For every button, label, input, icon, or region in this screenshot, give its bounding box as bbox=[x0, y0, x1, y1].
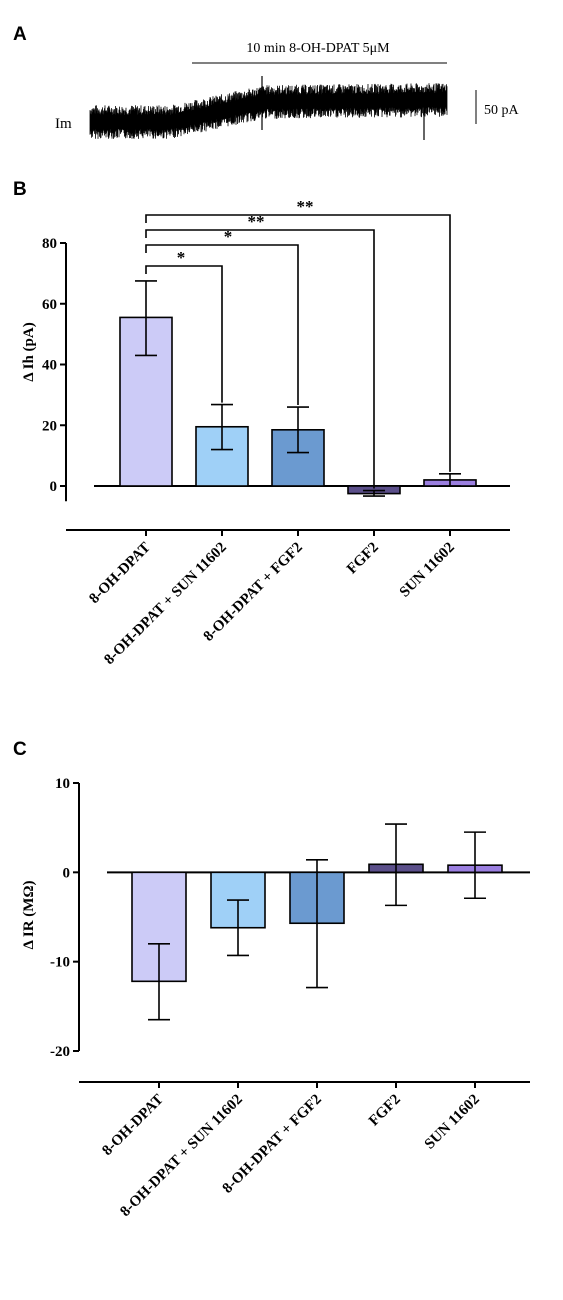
y-tick-label: 80 bbox=[42, 236, 57, 252]
category-label: FGF2 bbox=[366, 1092, 404, 1130]
significance-bracket bbox=[145, 265, 223, 403]
bar bbox=[195, 425, 249, 487]
significance-label: ** bbox=[297, 197, 314, 216]
significance-label: ** bbox=[248, 212, 265, 231]
drug-application-label: 10 min 8-OH-DPAT 5μM bbox=[246, 41, 390, 56]
trace-label: Im bbox=[55, 116, 72, 132]
y-tick-label: 10 bbox=[55, 776, 70, 792]
ir-y-axis-label: Δ IR (MΩ) bbox=[21, 881, 37, 950]
category-label: 8-OH-DPAT bbox=[86, 540, 153, 607]
y-tick-label: -20 bbox=[50, 1044, 70, 1060]
category-label: 8-OH-DPAT + SUN 11602 bbox=[101, 540, 229, 668]
y-tick-label: 60 bbox=[42, 297, 57, 313]
category-label: SUN 11602 bbox=[397, 540, 458, 601]
panel-c-label: C bbox=[13, 739, 27, 760]
y-tick-label: 20 bbox=[42, 418, 57, 434]
significance-label: * bbox=[224, 227, 233, 246]
panel-a-label: A bbox=[13, 24, 27, 45]
significance-bracket bbox=[145, 214, 451, 472]
bar bbox=[119, 316, 173, 487]
significance-bracket bbox=[145, 244, 299, 406]
y-tick-label: 0 bbox=[50, 479, 58, 495]
y-tick-label: 40 bbox=[42, 358, 57, 374]
current-trace bbox=[89, 76, 448, 140]
panel-b-label: B bbox=[13, 179, 27, 200]
category-label: SUN 11602 bbox=[422, 1092, 483, 1153]
significance-label: * bbox=[177, 248, 186, 267]
y-tick-label: -10 bbox=[50, 955, 70, 971]
category-label: FGF2 bbox=[344, 540, 382, 578]
scale-bar-label: 50 pA bbox=[484, 103, 520, 118]
category-label: 8-OH-DPAT bbox=[99, 1092, 166, 1159]
significance-bracket bbox=[145, 229, 375, 489]
y-tick-label: 0 bbox=[63, 865, 71, 881]
ih-y-axis-label: Δ Ih (pA) bbox=[21, 322, 37, 381]
trace-noise bbox=[89, 83, 448, 139]
